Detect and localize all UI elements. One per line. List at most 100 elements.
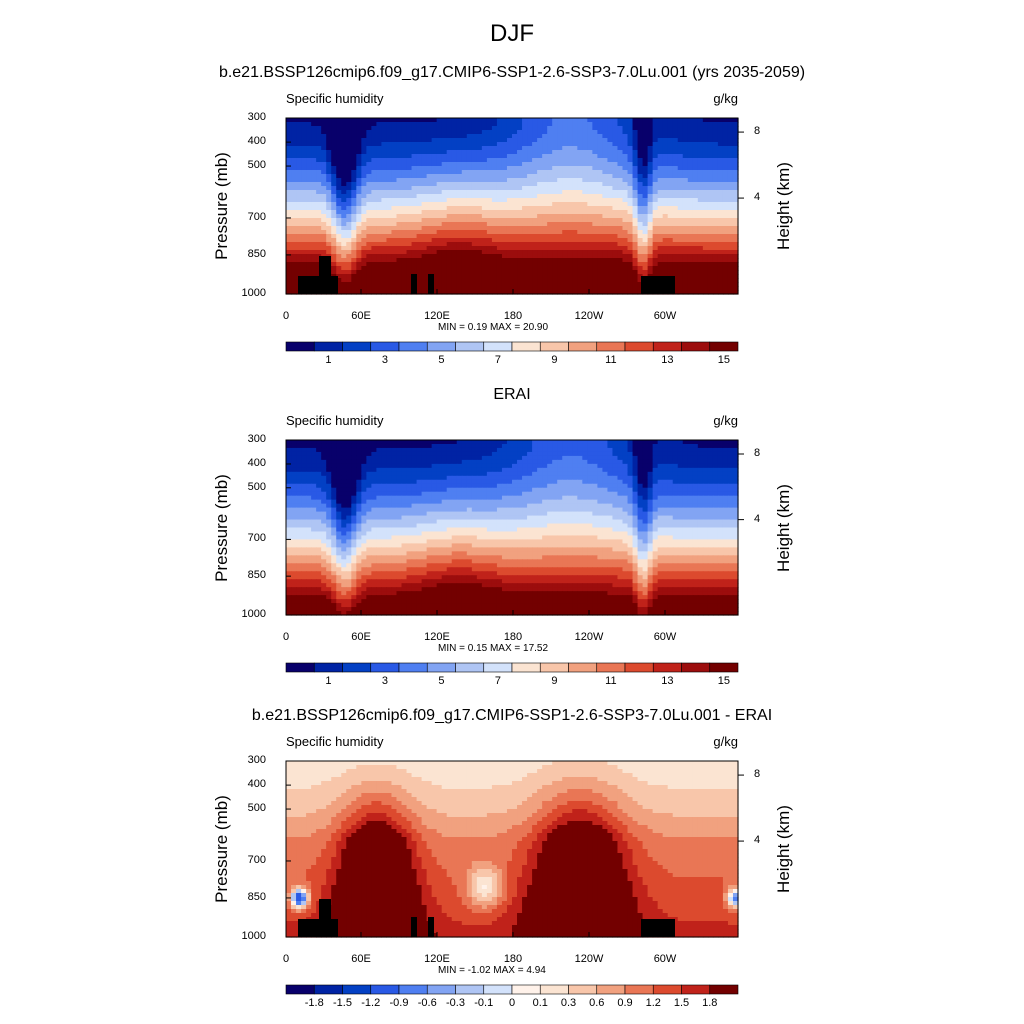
field-cell (667, 158, 674, 163)
field-cell (717, 234, 724, 239)
field-cell (436, 170, 443, 175)
field-cell (376, 158, 383, 163)
field-cell (336, 202, 342, 207)
field-cell (632, 202, 639, 207)
field-cell (426, 226, 433, 231)
field-cell (441, 206, 448, 211)
field-cell (316, 234, 322, 239)
field-cell (627, 278, 634, 283)
field-cell (707, 451, 714, 457)
field-cell (406, 290, 413, 295)
field-cell (416, 190, 423, 195)
field-cell (732, 266, 739, 271)
field-cell (346, 146, 352, 151)
field-cell (446, 246, 453, 251)
field-cell (346, 186, 352, 191)
field-cell (687, 174, 694, 179)
field-cell (672, 174, 679, 179)
field-cell (607, 467, 614, 473)
field-cell (376, 459, 383, 465)
field-cell (461, 246, 468, 251)
field-cell (722, 206, 729, 211)
field-cell (446, 210, 453, 215)
field-cell (351, 262, 357, 267)
field-cell (607, 166, 614, 171)
field-cell (416, 138, 423, 143)
field-cell (371, 447, 377, 453)
field-cell (356, 459, 362, 465)
field-cell (486, 254, 493, 259)
field-cell (612, 258, 619, 263)
field-cell (391, 471, 398, 477)
field-cell (647, 150, 654, 155)
colorbar-label: 7 (494, 675, 501, 687)
field-cell (416, 170, 423, 175)
field-cell (527, 246, 533, 251)
field-cell (451, 206, 458, 211)
field-cell (577, 194, 583, 199)
field-cell (607, 118, 614, 123)
field-cell (381, 126, 388, 131)
field-cell (652, 262, 659, 267)
field-cell (677, 459, 684, 465)
field-cell (522, 130, 528, 135)
field-cell (486, 290, 493, 295)
field-cell (341, 178, 347, 183)
field-cell (501, 290, 508, 295)
field-cell (702, 174, 709, 179)
field-cell (572, 274, 578, 279)
field-cell (341, 170, 347, 175)
field-cell (622, 274, 629, 279)
field-cell (707, 166, 714, 171)
field-cell (667, 455, 674, 461)
field-cell (291, 479, 297, 485)
field-cell (522, 246, 528, 251)
field-cell (552, 174, 558, 179)
field-cell (597, 146, 603, 151)
field-cell (341, 182, 347, 187)
field-cell (727, 230, 734, 235)
field-cell (386, 170, 393, 175)
field-cell (557, 218, 563, 223)
field-cell (331, 174, 337, 179)
field-cell (481, 440, 488, 445)
field-cell (436, 158, 443, 163)
field-cell (582, 214, 588, 219)
field-cell (396, 170, 403, 175)
field-cell (461, 146, 468, 151)
field-cell (391, 226, 398, 231)
field-cell (306, 194, 312, 199)
field-cell (542, 210, 548, 215)
field-cell (677, 214, 684, 219)
field-cell (316, 226, 322, 231)
panel-title: ERAI (493, 386, 531, 403)
field-cell (727, 138, 734, 143)
field-cell (426, 447, 433, 453)
field-cell (326, 130, 332, 135)
colorbar-label: -0.3 (446, 997, 465, 1009)
field-cell (702, 467, 709, 473)
field-cell (301, 246, 307, 251)
field-cell (441, 475, 448, 481)
field-cell (381, 262, 388, 267)
field-cell (396, 447, 403, 453)
field-cell (401, 222, 408, 227)
field-cell (341, 222, 347, 227)
field-cell (356, 158, 362, 163)
field-cell (582, 162, 588, 167)
field-cell (351, 238, 357, 243)
field-cell (682, 447, 689, 453)
field-cell (356, 475, 362, 481)
field-cell (336, 282, 342, 287)
field-cell (532, 222, 538, 227)
field-cell (627, 234, 634, 239)
field-cell (712, 278, 719, 283)
field-cell (426, 262, 433, 267)
field-cell (572, 258, 578, 263)
field-cell (692, 250, 699, 255)
field-cell (682, 230, 689, 235)
field-cell (386, 206, 393, 211)
field-cell (366, 443, 372, 449)
field-cell (512, 242, 518, 247)
field-cell (577, 230, 583, 235)
